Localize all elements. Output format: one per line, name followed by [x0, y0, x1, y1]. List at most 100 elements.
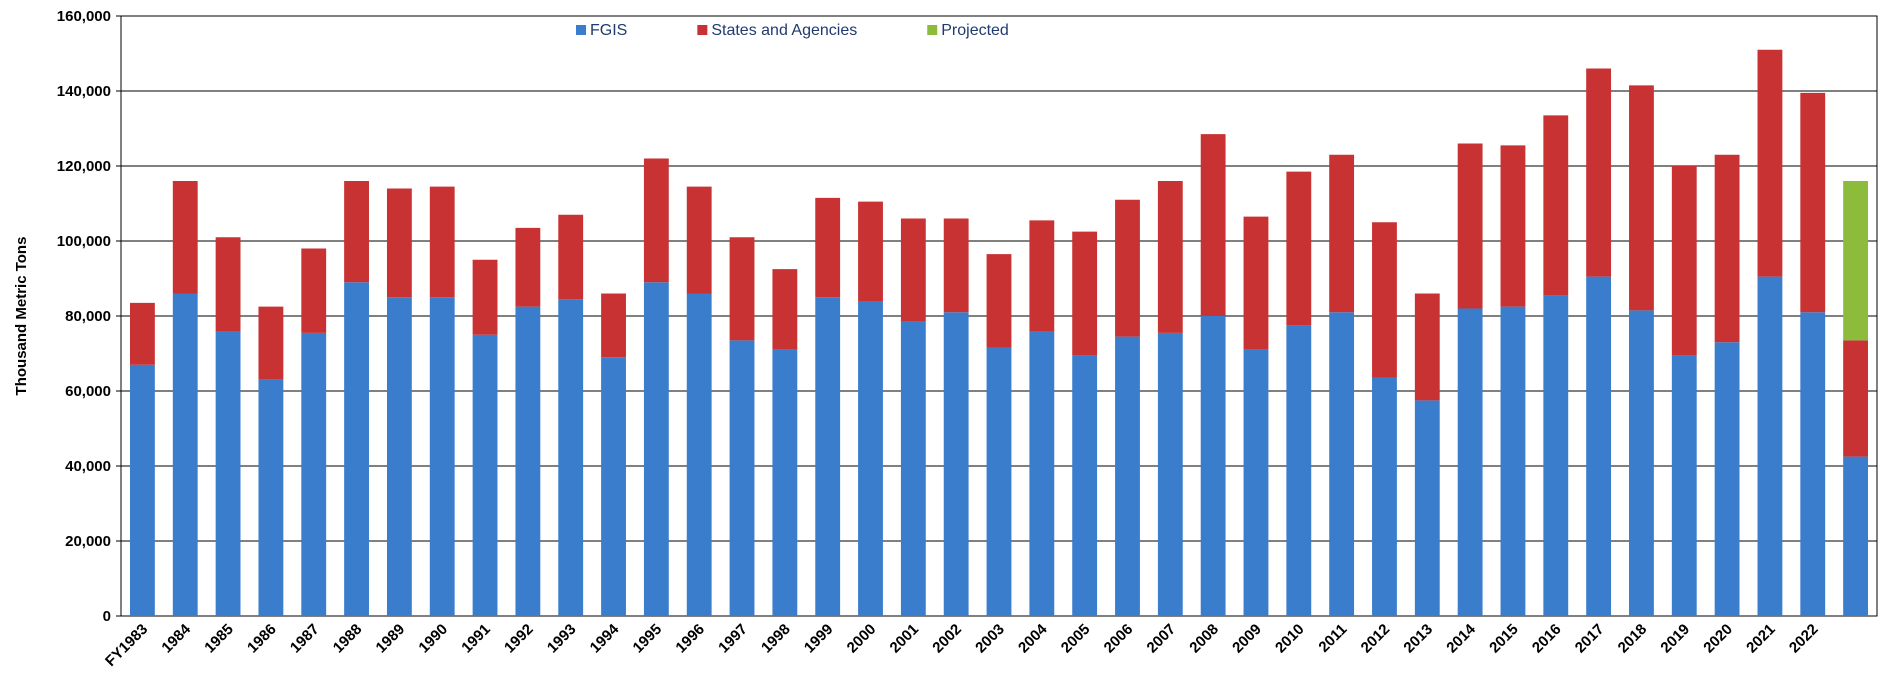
bar-segment: [686, 293, 712, 616]
bar-segment: [815, 197, 841, 298]
bar-segment: [1072, 231, 1098, 356]
x-tick-label: 2022: [1786, 621, 1822, 657]
bar-segment: [1714, 342, 1740, 616]
legend-label: Projected: [941, 22, 1009, 39]
y-tick-label: 80,000: [65, 308, 111, 325]
bar-segment: [1157, 332, 1183, 616]
x-tick-label: 1985: [201, 621, 237, 657]
x-tick-label: 1990: [415, 621, 451, 657]
bar-segment: [515, 227, 541, 307]
bar-segment: [429, 297, 455, 616]
x-tick-label: 2018: [1615, 621, 1651, 657]
x-tick-label: 2007: [1144, 621, 1180, 657]
bar-segment: [386, 297, 412, 616]
x-tick-label: 2003: [972, 621, 1008, 657]
bar-segment: [558, 214, 584, 300]
bar-segment: [1757, 276, 1783, 616]
bar-segment: [986, 347, 1012, 616]
bar-segment: [643, 282, 669, 616]
y-tick-label: 160,000: [57, 8, 111, 25]
x-tick-label: 1988: [330, 621, 366, 657]
x-tick-label: 2016: [1529, 621, 1565, 657]
bar-segment: [1243, 349, 1269, 616]
legend-swatch: [927, 25, 938, 35]
bar-segment: [1671, 355, 1697, 616]
legend-swatch: [697, 25, 708, 35]
bar-segment: [1843, 181, 1869, 341]
x-tick-label: 2014: [1443, 620, 1479, 656]
bar-segment: [1286, 171, 1312, 326]
x-tick-label: 1997: [715, 621, 751, 657]
x-tick-label: 2017: [1572, 621, 1608, 657]
bar-segment: [1500, 306, 1526, 616]
bar-segment: [1500, 145, 1526, 307]
x-tick-label: 2005: [1058, 621, 1094, 657]
bar-segment: [258, 306, 284, 380]
bar-segment: [1115, 199, 1140, 337]
y-tick-label: 40,000: [65, 458, 111, 475]
bar-segment: [1329, 312, 1355, 616]
x-tick-label: 2004: [1015, 620, 1051, 656]
x-tick-label: 2015: [1486, 621, 1522, 657]
x-tick-label: 1993: [544, 621, 580, 657]
y-tick-label: 20,000: [65, 533, 111, 550]
bar-segment: [1586, 276, 1612, 616]
x-tick-label: 2010: [1272, 621, 1308, 657]
bar-segment: [1586, 68, 1612, 277]
bar-segment: [1671, 166, 1697, 356]
x-tick-label: 1998: [758, 621, 794, 657]
bar-segment: [601, 293, 626, 358]
bar-segment: [172, 293, 198, 616]
bar-segment: [1029, 220, 1055, 331]
y-tick-label: 0: [103, 608, 111, 625]
x-tick-label: 2013: [1401, 621, 1437, 657]
x-tick-label: 1992: [501, 621, 537, 657]
bar-segment: [986, 254, 1012, 348]
x-tick-label: 1996: [672, 621, 708, 657]
x-tick-label: 1989: [373, 621, 409, 657]
bar-segment: [858, 201, 883, 301]
bar-segment: [601, 357, 626, 616]
bar-segment: [301, 248, 327, 333]
x-tick-label: 2019: [1657, 621, 1693, 657]
bar-segment: [1543, 295, 1569, 616]
bar-segment: [1286, 325, 1312, 616]
x-tick-label: 1991: [458, 621, 494, 657]
bar-segment: [344, 282, 369, 616]
x-tick-label: 1999: [801, 621, 837, 657]
y-tick-label: 120,000: [57, 158, 111, 175]
x-tick-label: 2011: [1315, 621, 1350, 656]
bar-segment: [1029, 331, 1055, 616]
bar-segment: [1329, 154, 1355, 313]
bar-segment: [172, 181, 198, 294]
bar-segment: [643, 158, 669, 283]
bar-segment: [815, 297, 841, 616]
x-tick-label: FY1983: [102, 621, 151, 670]
bar-segment: [943, 312, 969, 616]
x-tick-label: 1987: [287, 621, 323, 657]
bar-segment: [729, 237, 755, 341]
bar-segment: [858, 301, 883, 616]
y-axis-label: Thousand Metric Tons: [13, 237, 30, 396]
legend-label: FGIS: [590, 22, 627, 39]
bar-segment: [772, 269, 798, 350]
bar-segment: [900, 321, 926, 616]
x-tick-label: 1984: [158, 620, 194, 656]
bar-segment: [1457, 308, 1483, 616]
bar-segment: [1372, 377, 1397, 616]
bar-segment: [386, 188, 412, 298]
bar-segment: [1800, 92, 1826, 313]
x-tick-label: 1994: [587, 620, 623, 656]
bar-segment: [1200, 134, 1226, 316]
bar-segment: [129, 364, 155, 616]
bar-segment: [1629, 85, 1654, 311]
y-tick-label: 100,000: [57, 233, 111, 250]
x-tick-label: 2009: [1229, 621, 1265, 657]
bar-segment: [1157, 181, 1183, 333]
y-tick-label: 60,000: [65, 383, 111, 400]
bar-segment: [1543, 115, 1569, 296]
x-tick-label: 2001: [887, 621, 923, 657]
bar-segment: [1800, 312, 1826, 616]
bar-segment: [772, 349, 798, 616]
x-tick-label: 2020: [1700, 621, 1736, 657]
